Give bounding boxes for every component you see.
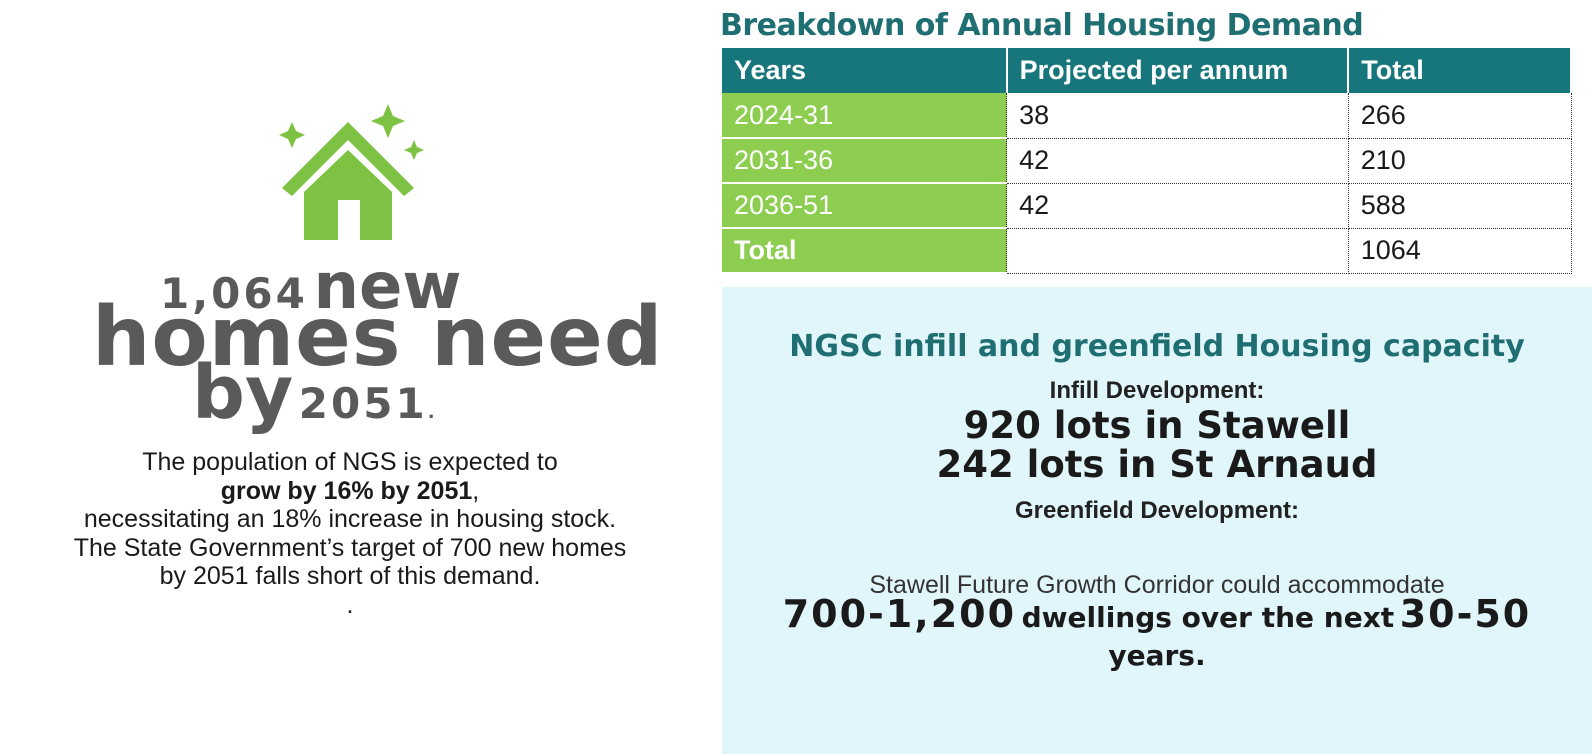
row-total: 210 [1348, 138, 1572, 184]
range-number: 700-1,200 [782, 592, 1017, 636]
row-years: 2031-36 [722, 138, 1008, 184]
range-end: years [1108, 639, 1195, 672]
row-years: 2024-31 [722, 93, 1008, 139]
infill-st-arnaud: 242 lots in St Arnaud [936, 443, 1378, 486]
housing-capacity-panel: NGSC infill and greenfield Housing capac… [722, 287, 1592, 754]
range-years-number: 30-50 [1399, 592, 1532, 636]
headline-year: 2051 [298, 379, 428, 428]
population-paragraph: The population of NGS is expected to gro… [30, 448, 670, 619]
para-line-4: The State Government’s target of 700 new… [73, 533, 627, 562]
row-per-annum: 42 [1006, 183, 1349, 229]
house-sparkle-icon [279, 104, 424, 240]
para-line-1: The population of NGS is expected to [142, 448, 558, 476]
table-row: 2031-36 42 210 [722, 138, 1572, 184]
row-per-annum: 38 [1006, 93, 1349, 139]
column-header-per-annum: Projected per annum [1006, 48, 1350, 93]
headline-dot: . [427, 402, 435, 423]
infill-stawell: 920 lots in Stawell [963, 404, 1351, 447]
headline-line-2: homes need [92, 290, 664, 385]
corridor-text: Stawell Future Growth Corridor could acc… [869, 571, 1445, 599]
table-title: Breakdown of Annual Housing Demand [720, 8, 1364, 43]
range-middle: dwellings over the next [1021, 601, 1395, 634]
range-dot: . [1194, 639, 1206, 672]
para-line-6: . [346, 590, 354, 619]
column-header-total: Total [1348, 48, 1572, 93]
infill-label: Infill Development: [1049, 377, 1265, 404]
para-line-3: necessitating an 18% increase in housing… [83, 505, 617, 533]
table-total-row: Total 1064 [722, 228, 1572, 274]
row-total: 1064 [1348, 228, 1572, 274]
table-row: 2036-51 42 588 [722, 183, 1572, 229]
headline-number: 1,064 [160, 269, 308, 318]
greenfield-label: Greenfield Development: [1014, 497, 1300, 524]
housing-demand-table: Years Projected per annum Total 2024-31 … [722, 48, 1572, 274]
para-line-2: grow by 16% by 2051, [30, 477, 670, 506]
headline-line-3: by 2051. [192, 350, 435, 436]
row-per-annum [1006, 228, 1349, 274]
range-years-word: years. [722, 639, 1592, 672]
capacity-title: NGSC infill and greenfield Housing capac… [789, 329, 1525, 364]
para-comma: , [472, 476, 480, 505]
table-header-row: Years Projected per annum Total [722, 48, 1572, 93]
column-header-years: Years [722, 48, 1008, 93]
para-bold-growth: grow by 16% by 2051 [220, 476, 473, 505]
row-total: 266 [1348, 93, 1572, 139]
housing-need-infographic: 1,064 new homes need by 2051. The popula… [0, 0, 700, 754]
row-years: Total [722, 228, 1008, 274]
row-per-annum: 42 [1006, 138, 1349, 184]
headline-line-1: 1,064 new [160, 250, 462, 324]
row-total: 588 [1348, 183, 1572, 229]
table-row: 2024-31 38 266 [722, 93, 1572, 139]
headline-word-by: by [192, 350, 294, 436]
para-line-5: by 2051 falls short of this demand. [159, 562, 541, 590]
dwellings-range: 700-1,200 dwellings over the next 30-50 [722, 592, 1592, 636]
row-years: 2036-51 [722, 183, 1008, 229]
headline-word-new: new [313, 250, 462, 324]
